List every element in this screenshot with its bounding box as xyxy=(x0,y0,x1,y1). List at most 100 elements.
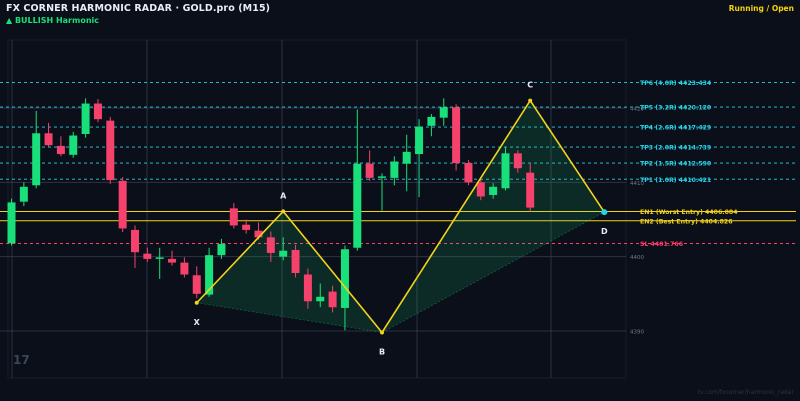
candle-body xyxy=(254,230,263,238)
level-label-entry: EN1 (Worst Entry) 4406.084 xyxy=(640,209,738,216)
candle-body xyxy=(427,116,436,126)
candle[interactable] xyxy=(279,237,288,261)
price-axis-label: 4400 xyxy=(630,255,644,261)
candle[interactable] xyxy=(229,203,238,229)
pattern-zone xyxy=(196,100,605,334)
candle[interactable] xyxy=(439,98,448,126)
price-axis-label: 4390 xyxy=(630,330,644,336)
candle-body xyxy=(365,163,374,178)
candle[interactable] xyxy=(427,113,436,137)
candle[interactable] xyxy=(291,244,300,278)
candle[interactable] xyxy=(32,110,41,189)
candle[interactable] xyxy=(489,183,498,199)
candle[interactable] xyxy=(513,150,522,173)
level-label-tp: TP2 (1.5R) 4412.590 xyxy=(640,161,712,168)
candle-body xyxy=(106,120,115,181)
candle-body xyxy=(489,186,498,195)
candle[interactable] xyxy=(69,131,78,158)
pattern-label-a: A xyxy=(280,191,287,200)
pattern-point-a xyxy=(281,209,286,214)
candle-body xyxy=(291,249,300,274)
candle-body xyxy=(378,176,386,178)
level-label-entry: EN2 (Best Entry) 4404.826 xyxy=(640,218,733,225)
candle-body xyxy=(501,153,510,189)
watermark-text: tv.com/fxcorner/harmonic_radar xyxy=(697,389,794,396)
candle[interactable] xyxy=(192,266,201,299)
candle-body xyxy=(205,255,214,295)
candle[interactable] xyxy=(501,146,510,191)
candle-body xyxy=(229,208,238,226)
level-labels: TP6 (4.0R) 4423.434 TP5 (3.2R) 4420.120 TP… xyxy=(640,80,738,248)
candle-body xyxy=(118,180,127,229)
candle[interactable] xyxy=(353,109,362,251)
candle-body xyxy=(476,182,485,197)
candle[interactable] xyxy=(19,182,28,207)
candle-body xyxy=(56,145,65,155)
candle[interactable] xyxy=(378,173,386,211)
candle-body xyxy=(439,107,448,118)
candle[interactable] xyxy=(328,285,337,313)
candle[interactable] xyxy=(365,150,374,181)
candle[interactable] xyxy=(56,136,65,157)
candle[interactable] xyxy=(402,134,411,192)
candle-body xyxy=(340,249,349,308)
candlesticks[interactable] xyxy=(7,98,535,331)
candle[interactable] xyxy=(168,250,177,266)
candle[interactable] xyxy=(217,238,226,259)
candle[interactable] xyxy=(242,219,251,234)
candle[interactable] xyxy=(316,283,325,308)
candle[interactable] xyxy=(303,268,312,309)
candle[interactable] xyxy=(131,225,139,268)
candle[interactable] xyxy=(464,160,473,186)
candle-body xyxy=(143,253,152,259)
candle[interactable] xyxy=(526,163,535,212)
candle-body xyxy=(131,229,139,253)
candle-body xyxy=(402,151,411,164)
candle-body xyxy=(93,103,102,120)
pattern-label-x: X xyxy=(194,318,201,327)
candle-body xyxy=(44,133,53,146)
candle-body xyxy=(168,258,177,263)
candle[interactable] xyxy=(106,116,115,184)
candle[interactable] xyxy=(180,257,189,278)
candle[interactable] xyxy=(143,247,152,262)
candle-body xyxy=(328,291,337,308)
pattern-point-d xyxy=(601,209,608,216)
candle-body xyxy=(279,250,288,257)
candle[interactable] xyxy=(390,156,399,186)
candle[interactable] xyxy=(476,179,485,201)
candle-body xyxy=(19,186,28,202)
pattern-label-c: C xyxy=(527,81,533,90)
candle[interactable] xyxy=(155,247,164,279)
candle-body xyxy=(32,133,41,186)
level-label-tp: TP1 (1.0R) 4410.421 xyxy=(640,177,711,184)
candle-body xyxy=(69,135,78,155)
candle-body xyxy=(155,257,164,259)
candle[interactable] xyxy=(452,104,461,171)
level-label-tp: TP6 (4.0R) 4423.434 xyxy=(640,80,712,87)
candle[interactable] xyxy=(93,99,102,123)
tv-logo: 17 xyxy=(13,353,30,367)
candle-body xyxy=(452,107,461,164)
candle[interactable] xyxy=(7,198,16,246)
candle-body xyxy=(353,163,362,248)
candle[interactable] xyxy=(415,119,424,198)
candle-body xyxy=(464,163,473,183)
pattern-point-c xyxy=(528,98,533,103)
price-axis-label: 4420 xyxy=(630,107,644,113)
candle-body xyxy=(316,296,325,302)
candle[interactable] xyxy=(44,122,53,147)
candle-body xyxy=(217,244,226,256)
candle-body xyxy=(526,172,535,208)
candle[interactable] xyxy=(118,177,127,233)
candle-body xyxy=(390,161,399,178)
candle-body xyxy=(303,274,312,302)
harmonic-pattern: X A B C D xyxy=(194,81,608,357)
pattern-label-b: B xyxy=(379,347,385,356)
pattern-point-x xyxy=(194,300,199,305)
candle[interactable] xyxy=(81,98,90,138)
candle[interactable] xyxy=(266,231,275,262)
candle-body xyxy=(242,224,251,230)
level-label-tp: TP3 (2.0R) 4414.739 xyxy=(640,145,711,152)
